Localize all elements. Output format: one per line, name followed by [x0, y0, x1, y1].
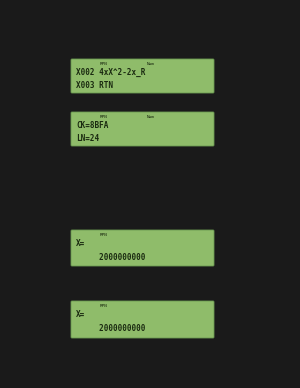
FancyBboxPatch shape — [71, 112, 214, 146]
Text: X003 RTN: X003 RTN — [76, 81, 113, 90]
Text: X=: X= — [76, 239, 85, 248]
Text: RPN: RPN — [100, 62, 108, 66]
Text: 2000000000: 2000000000 — [76, 253, 146, 262]
Text: RPN: RPN — [100, 304, 108, 308]
Text: LN=24: LN=24 — [76, 134, 99, 143]
Text: X=: X= — [76, 310, 85, 319]
FancyBboxPatch shape — [71, 230, 214, 266]
Text: Num: Num — [147, 62, 155, 66]
Text: X002 4xX^2-2x_R: X002 4xX^2-2x_R — [76, 68, 146, 77]
Text: Num: Num — [147, 115, 155, 119]
Text: 2000000000: 2000000000 — [76, 324, 146, 333]
Text: RPN: RPN — [100, 233, 108, 237]
Text: CK=8BFA: CK=8BFA — [76, 121, 108, 130]
FancyBboxPatch shape — [71, 59, 214, 93]
FancyBboxPatch shape — [71, 301, 214, 338]
Text: RPN: RPN — [100, 115, 108, 119]
